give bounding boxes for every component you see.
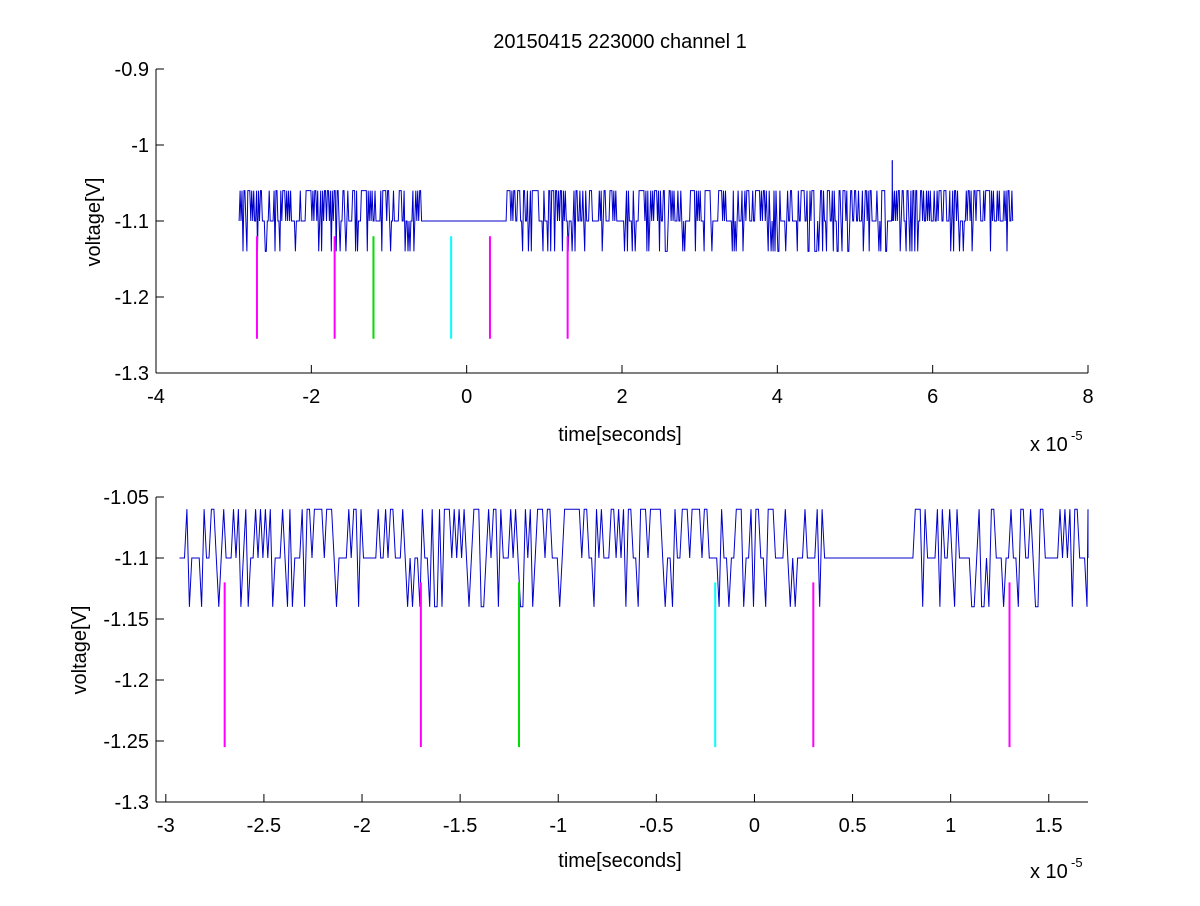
- y-tick-label: -0.9: [115, 59, 149, 81]
- top-plot: time[seconds] voltage[V] x 10 -5 -4 -2 0 2 4…: [83, 59, 1094, 456]
- x-tick-label: -2: [302, 386, 320, 408]
- x-tick-label: -1: [549, 815, 567, 837]
- y-tick-label: -1.1: [115, 211, 149, 233]
- voltage-trace: [238, 190, 1014, 252]
- x-tick-label: 0: [749, 815, 760, 837]
- top-xlabel: time[seconds]: [558, 424, 681, 446]
- x-tick-label: -1.5: [443, 815, 477, 837]
- x-tick-label: -2.5: [247, 815, 281, 837]
- top-x-multiplier-exponent: -5: [1071, 428, 1083, 443]
- x-tick-label: -4: [147, 386, 165, 408]
- y-tick-label: -1.15: [103, 609, 149, 631]
- y-tick-label: -1.25: [103, 731, 149, 753]
- x-tick-label: 2: [616, 386, 627, 408]
- x-tick-label: 1: [945, 815, 956, 837]
- x-tick-label: -3: [157, 815, 175, 837]
- y-tick-label: -1.05: [103, 487, 149, 509]
- y-tick-label: -1.3: [115, 792, 149, 814]
- x-tick-label: 0.5: [839, 815, 867, 837]
- x-tick-label: -2: [353, 815, 371, 837]
- x-tick-label: 4: [772, 386, 783, 408]
- bottom-x-multiplier-exponent: -5: [1071, 855, 1083, 870]
- top-ylabel: voltage[V]: [83, 178, 105, 267]
- y-tick-label: -1: [131, 135, 149, 157]
- x-tick-label: 6: [927, 386, 938, 408]
- figure-title: 20150415 223000 channel 1: [493, 31, 747, 53]
- x-tick-label: 0: [461, 386, 472, 408]
- y-tick-label: -1.2: [115, 670, 149, 692]
- x-tick-label: 1.5: [1035, 815, 1063, 837]
- bottom-ylabel: voltage[V]: [69, 606, 91, 695]
- y-tick-label: -1.1: [115, 548, 149, 570]
- bottom-x-multiplier: x 10: [1030, 861, 1068, 883]
- bottom-xlabel: time[seconds]: [558, 850, 681, 872]
- x-tick-label: -0.5: [639, 815, 673, 837]
- bottom-plot: time[seconds] voltage[V] x 10 -5 -3 -2.5 -…: [69, 487, 1089, 883]
- voltage-trace: [179, 508, 1089, 608]
- top-x-multiplier: x 10: [1030, 434, 1068, 456]
- y-tick-label: -1.3: [115, 363, 149, 385]
- y-tick-label: -1.2: [115, 287, 149, 309]
- x-tick-label: 8: [1082, 386, 1093, 408]
